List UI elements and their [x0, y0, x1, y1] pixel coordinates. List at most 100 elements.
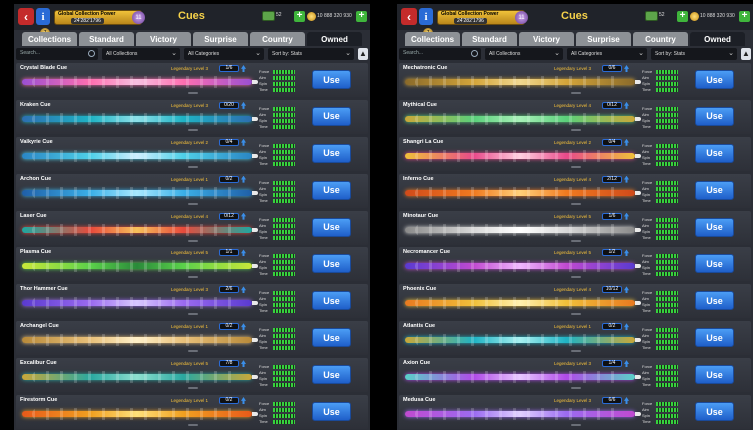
upgrade-arrow-icon[interactable]: [241, 323, 246, 331]
cue-row[interactable]: Archangel Cue Legendary Level 1 0/2 Force Ai…: [16, 321, 368, 356]
use-button[interactable]: Use: [312, 180, 351, 200]
use-button[interactable]: Use: [695, 291, 734, 311]
collections-dropdown[interactable]: All Collections ⌄: [485, 48, 563, 60]
use-button[interactable]: Use: [695, 180, 734, 200]
use-button[interactable]: Use: [695, 70, 734, 89]
cue-row[interactable]: Excalibur Cue Legendary Level 5 7/8 Force Ai…: [16, 358, 368, 393]
sort-dropdown[interactable]: Sort by: Stats ⌄: [268, 48, 354, 60]
use-button[interactable]: Use: [695, 106, 734, 126]
use-button[interactable]: Use: [695, 254, 734, 274]
tab-surprise[interactable]: Surprise: [193, 32, 248, 46]
use-button[interactable]: Use: [312, 328, 351, 348]
cue-row[interactable]: Axion Cue Legendary Level 3 1/4 Force Aim Spi…: [399, 358, 751, 393]
use-button[interactable]: Use: [695, 365, 734, 385]
cue-row[interactable]: Thor Hammer Cue Legendary Level 3 2/6 Force…: [16, 284, 368, 319]
upgrade-arrow-icon[interactable]: [241, 249, 246, 257]
use-button[interactable]: Use: [695, 402, 734, 422]
cue-row[interactable]: Firestorm Cue Legendary Level 1 0/2 Force Ai…: [16, 395, 368, 430]
upgrade-arrow-icon[interactable]: [624, 175, 629, 183]
use-button[interactable]: Use: [312, 402, 351, 422]
upgrade-arrow-icon[interactable]: [241, 286, 246, 294]
cue-row[interactable]: Shangri La Cue Legendary Level 2 0/4 Force A…: [399, 136, 751, 171]
back-arrow-icon[interactable]: ‹: [18, 8, 34, 25]
info-icon[interactable]: i: [419, 8, 433, 25]
upgrade-arrow-icon[interactable]: [624, 212, 629, 220]
cue-image: [405, 334, 635, 347]
sort-dropdown[interactable]: Sort by: Stats ⌄: [651, 48, 737, 60]
upgrade-arrow-icon[interactable]: [624, 138, 629, 146]
upgrade-arrow-icon[interactable]: [241, 397, 246, 405]
upgrade-arrow-icon[interactable]: [624, 249, 629, 257]
search-input[interactable]: Search...: [16, 48, 98, 60]
cue-row[interactable]: Laser Cue Legendary Level 4 0/12 Force Aim Sp…: [16, 210, 368, 245]
cue-row[interactable]: Mechatronic Cue Legendary Level 3 0/6 Force…: [399, 63, 751, 97]
upgrade-arrow-icon[interactable]: [624, 101, 629, 109]
upgrade-arrow-icon[interactable]: [241, 360, 246, 368]
upgrade-arrow-icon[interactable]: [241, 101, 246, 109]
use-button[interactable]: Use: [695, 143, 734, 163]
upgrade-arrow-icon[interactable]: [241, 212, 246, 220]
tab-victory[interactable]: Victory: [519, 32, 574, 46]
tab-standard[interactable]: Standard: [79, 32, 134, 46]
stat-row: Force: [642, 143, 682, 149]
cue-row[interactable]: Kraken Cue Legendary Level 3 0/20 Force Aim S…: [16, 99, 368, 134]
upgrade-arrow-icon[interactable]: [241, 175, 246, 183]
cue-row[interactable]: Crystal Blade Cue Legendary Level 3 1/6 For…: [16, 63, 368, 97]
cue-row[interactable]: Atlantis Cue Legendary Level 1 0/2 Force Aim…: [399, 321, 751, 356]
cue-row[interactable]: Minotaur Cue Legendary Level 5 1/6 Force Aim…: [399, 210, 751, 245]
back-arrow-icon[interactable]: ‹: [401, 8, 417, 25]
search-input[interactable]: Search...: [399, 48, 481, 60]
cue-row[interactable]: Archon Cue Legendary Level 1 0/2 Force Aim Sp…: [16, 173, 368, 208]
cue-row[interactable]: Medusa Cue Legendary Level 3 6/6 Force Aim Sp…: [399, 395, 751, 430]
add-coins-button[interactable]: +: [739, 11, 750, 22]
add-cash-button[interactable]: +: [294, 11, 305, 22]
cue-row[interactable]: Inferno Cue Legendary Level 4 2/12 Force Aim…: [399, 173, 751, 208]
cue-row[interactable]: Mythical Cue Legendary Level 4 0/12 Force Ai…: [399, 99, 751, 134]
stat-bar: [656, 365, 678, 370]
stat-row: Time: [259, 161, 299, 167]
use-button[interactable]: Use: [312, 217, 351, 237]
categories-dropdown[interactable]: All Categories ⌄: [567, 48, 647, 60]
tab-standard[interactable]: Standard: [462, 32, 517, 46]
tab-surprise[interactable]: Surprise: [576, 32, 631, 46]
drag-handle: [571, 92, 581, 94]
cue-piece-count: 0/20: [219, 101, 239, 109]
cue-row[interactable]: Plasma Cue Legendary Level 5 1/1 Force Aim Sp…: [16, 247, 368, 282]
use-button[interactable]: Use: [312, 254, 351, 274]
tab-country[interactable]: Country: [250, 32, 305, 46]
tab-country[interactable]: Country: [633, 32, 688, 46]
stat-row: Force: [642, 106, 682, 112]
tab-owned[interactable]: Owned: [307, 32, 362, 46]
tab-owned[interactable]: Owned: [690, 32, 745, 46]
use-button[interactable]: Use: [695, 217, 734, 237]
use-button[interactable]: Use: [695, 328, 734, 348]
upgrade-arrow-icon[interactable]: [624, 286, 629, 294]
sort-up-icon[interactable]: ▲: [741, 48, 751, 60]
upgrade-arrow-icon[interactable]: [624, 397, 629, 405]
stat-bar: [656, 186, 678, 191]
upgrade-arrow-icon[interactable]: [624, 360, 629, 368]
add-coins-button[interactable]: +: [356, 11, 367, 22]
sort-dropdown-label: Sort by: Stats: [655, 51, 686, 57]
cue-row[interactable]: Valkyrie Cue Legendary Level 2 0/4 Force Aim…: [16, 136, 368, 171]
tab-collections[interactable]: Collections: [22, 32, 77, 46]
use-button[interactable]: Use: [312, 365, 351, 385]
collections-dropdown[interactable]: All Collections ⌄: [102, 48, 180, 60]
upgrade-arrow-icon[interactable]: [241, 138, 246, 146]
tab-collections[interactable]: Collections: [405, 32, 460, 46]
use-button[interactable]: Use: [312, 291, 351, 311]
upgrade-arrow-icon[interactable]: [624, 65, 629, 72]
add-cash-button[interactable]: +: [677, 11, 688, 22]
cue-name: Inferno Cue: [403, 175, 434, 182]
sort-up-icon[interactable]: ▲: [358, 48, 368, 60]
use-button[interactable]: Use: [312, 106, 351, 126]
tab-victory[interactable]: Victory: [136, 32, 191, 46]
cue-row[interactable]: Necromancer Cue Legendary Level 5 1/2 Force…: [399, 247, 751, 282]
use-button[interactable]: Use: [312, 143, 351, 163]
upgrade-arrow-icon[interactable]: [241, 65, 246, 72]
categories-dropdown[interactable]: All Categories ⌄: [184, 48, 264, 60]
upgrade-arrow-icon[interactable]: [624, 323, 629, 331]
info-icon[interactable]: i: [36, 8, 50, 25]
use-button[interactable]: Use: [312, 70, 351, 89]
cue-row[interactable]: Phoenix Cue Legendary Level 4 10/12 Force Ai…: [399, 284, 751, 319]
